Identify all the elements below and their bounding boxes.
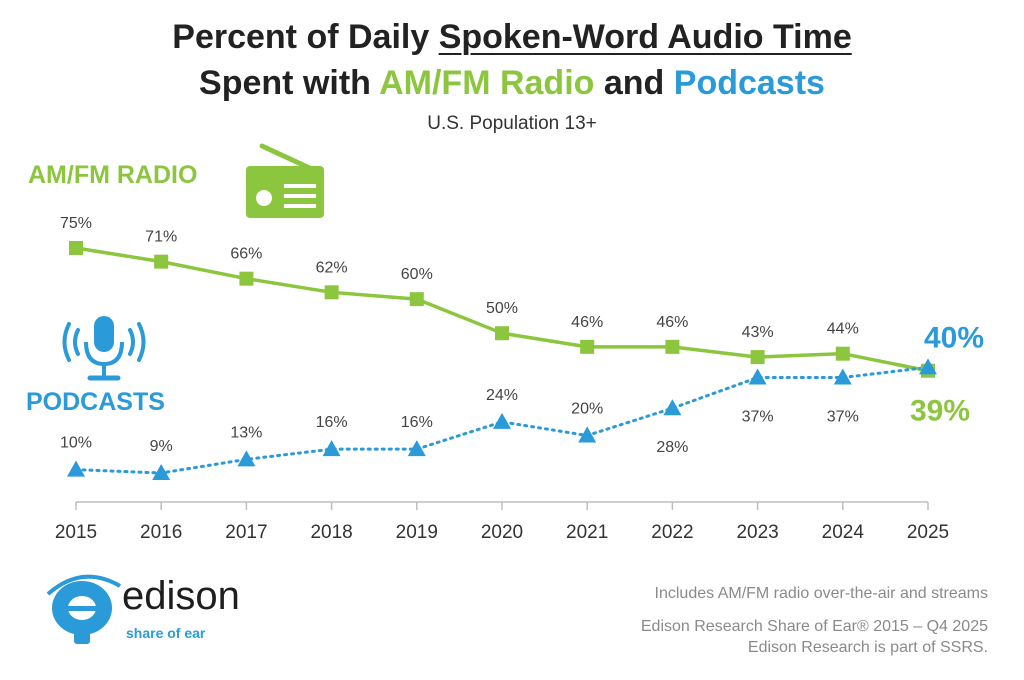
x-tick-label: 2021 [566, 522, 608, 543]
podcast-point [663, 399, 682, 416]
series-label-podcasts: PODCASTS [26, 388, 165, 416]
chart-title-line-1: Percent of Daily Spoken-Word Audio Time [0, 18, 1024, 57]
title-text-radio: AM/FM Radio [379, 64, 595, 102]
title-text-podcasts: Podcasts [673, 64, 825, 102]
x-tick-label: 2022 [651, 522, 693, 543]
chart-title-line-2: Spent with AM/FM Radio and Podcasts [0, 64, 1024, 103]
radio-data-label: 39% [910, 395, 970, 428]
radio-point [665, 339, 680, 354]
radio-point [835, 346, 850, 361]
radio-data-label: 50% [486, 300, 518, 317]
series-line-podcasts [74, 365, 930, 475]
podcast-point [578, 426, 597, 443]
title-text-prefix: Percent of Daily [172, 18, 439, 56]
x-tick-label: 2019 [396, 522, 438, 543]
radio-data-label: 66% [230, 246, 262, 263]
podcast-point [833, 368, 852, 385]
radio-point [580, 339, 595, 354]
podcast-data-label: 16% [401, 414, 433, 431]
podcast-point [322, 440, 341, 457]
x-tick-label: 2017 [225, 522, 267, 543]
footnote-1: Includes AM/FM radio over-the-air and st… [654, 585, 988, 602]
footnote-3: Edison Research is part of SSRS. [747, 639, 988, 656]
x-tick-label: 2015 [55, 522, 97, 543]
title-text-underlined: Spoken-Word Audio Time [438, 18, 852, 56]
podcast-data-label: 40% [924, 321, 984, 354]
x-tick-label: 2025 [907, 522, 949, 543]
podcast-data-label: 20% [571, 401, 603, 418]
radio-data-label: 75% [60, 215, 92, 232]
podcast-point [493, 412, 511, 429]
radio-data-label: 44% [827, 321, 859, 338]
podcast-data-label: 16% [316, 414, 348, 431]
radio-point [750, 350, 765, 365]
radio-point [69, 241, 83, 255]
podcast-data-label: 13% [230, 424, 262, 441]
radio-data-label: 43% [742, 324, 774, 341]
podcast-data-label: 28% [656, 439, 688, 456]
series-label-radio: AM/FM RADIO [28, 161, 198, 189]
podcast-data-label: 37% [742, 409, 774, 426]
logo-tagline: share of ear [126, 625, 206, 641]
podcast-point [237, 450, 256, 467]
x-tick-label: 2016 [140, 522, 182, 543]
edison-logo-icon [46, 574, 122, 644]
radio-data-label: 60% [401, 266, 433, 283]
radio-data-label: 71% [145, 229, 177, 246]
radio-data-label: 62% [316, 259, 348, 276]
x-tick-label: 2023 [736, 522, 778, 543]
x-tick-label: 2020 [481, 522, 523, 543]
microphone-icon [62, 316, 146, 381]
radio-point [239, 271, 254, 286]
podcast-data-label: 10% [60, 435, 92, 452]
logo-wordmark: edison [122, 574, 240, 618]
radio-point [154, 254, 169, 269]
x-tick-label: 2024 [822, 522, 865, 543]
title-text-prefix-2: Spent with [199, 64, 380, 102]
podcast-point [152, 464, 171, 480]
podcast-point [407, 440, 426, 457]
podcast-point [67, 460, 85, 477]
podcast-data-label: 37% [827, 409, 859, 426]
radio-icon [246, 143, 324, 218]
podcast-data-label: 9% [150, 438, 173, 455]
radio-point [324, 285, 339, 300]
radio-point [409, 292, 424, 307]
podcast-point [748, 368, 767, 385]
podcast-data-label: 24% [486, 387, 518, 404]
edison-logo: edison share of ear [42, 572, 262, 652]
chart-subtitle: U.S. Population 13+ [427, 113, 597, 134]
radio-point [495, 326, 509, 341]
title-text-mid: and [594, 64, 674, 102]
podcast-point [919, 358, 937, 375]
footnote-2: Edison Research Share of Ear® 2015 – Q4 … [640, 618, 988, 635]
radio-data-label: 46% [656, 314, 688, 331]
radio-data-label: 46% [571, 314, 603, 331]
x-tick-label: 2018 [310, 522, 352, 543]
